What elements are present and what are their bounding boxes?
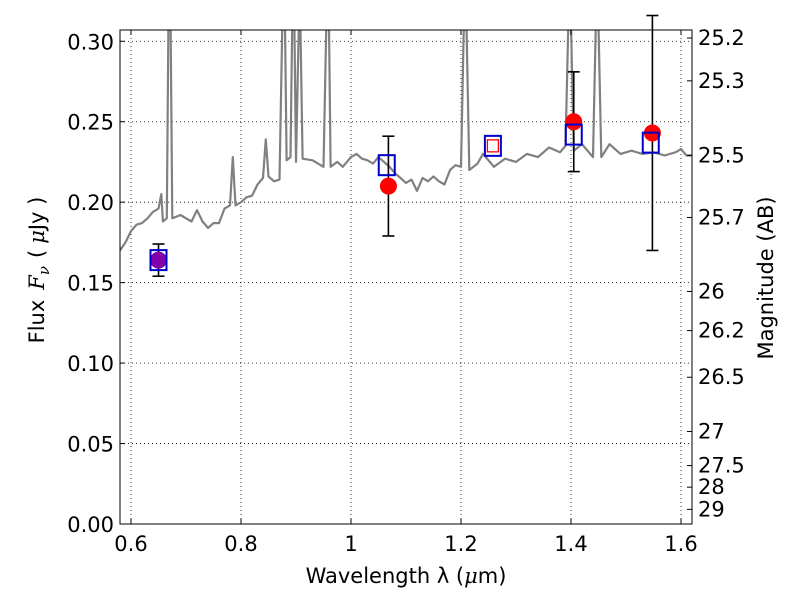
y-tick-label: 0.00 bbox=[67, 513, 114, 537]
magnitude-tick-label: 27.5 bbox=[698, 454, 745, 478]
model-photometry-point bbox=[149, 249, 168, 272]
x-axis-ticks: 0.6 0.8 1 1.2 1.4 1.6 bbox=[114, 30, 698, 556]
model-photometry-point bbox=[641, 131, 660, 154]
x-tick-label: 0.6 bbox=[114, 532, 147, 556]
model-spectrum bbox=[120, 30, 692, 252]
y-tick-label: 0.15 bbox=[67, 272, 114, 296]
grid-lines bbox=[120, 30, 692, 525]
magnitude-tick-label: 29 bbox=[698, 497, 725, 521]
observed-point bbox=[565, 113, 583, 131]
plot-frame bbox=[119, 29, 693, 525]
y-tick-label: 0.25 bbox=[67, 111, 114, 135]
magnitude-tick-label: 26.2 bbox=[698, 319, 745, 343]
y-tick-label: 0.05 bbox=[67, 433, 114, 457]
x-tick-label: 1.4 bbox=[554, 532, 587, 556]
x-tick-label: 1.6 bbox=[664, 532, 697, 556]
x-tick-label: 1.2 bbox=[444, 532, 477, 556]
magnitude-tick-label: 25.7 bbox=[698, 205, 745, 229]
magnitude-tick-label: 26 bbox=[698, 279, 725, 303]
x-tick-label: 0.8 bbox=[224, 532, 257, 556]
y-tick-label: 0.20 bbox=[67, 191, 114, 215]
x-tick-label: 1 bbox=[344, 532, 357, 556]
magnitude-tick-label: 25.5 bbox=[698, 143, 745, 167]
inner-square-point bbox=[486, 139, 500, 153]
spectrum-line bbox=[120, 30, 692, 252]
y-axis-ticks: 0.00 0.05 0.10 0.15 0.20 0.25 0.30 bbox=[67, 30, 125, 537]
magnitude-tick-label: 25.2 bbox=[698, 26, 745, 50]
magnitude-tick-label: 28 bbox=[698, 475, 725, 499]
photometry-markers bbox=[149, 14, 661, 277]
magnitude-tick-label: 26.5 bbox=[698, 365, 745, 389]
y-tick-label: 0.30 bbox=[67, 30, 114, 54]
observed-point bbox=[150, 251, 167, 269]
y-tick-label: 0.10 bbox=[67, 352, 114, 376]
observed-point bbox=[379, 177, 397, 195]
model-photometry-point bbox=[564, 123, 583, 146]
model-photometry-point bbox=[377, 154, 396, 177]
model-photometry-point bbox=[483, 134, 502, 157]
magnitude-axis-label: Magnitude (AB) bbox=[754, 196, 778, 359]
magnitude-tick-label: 27 bbox=[698, 419, 725, 443]
magnitude-tick-label: 25.3 bbox=[698, 69, 745, 93]
x-axis-label: Wavelength λ (μm) bbox=[306, 564, 507, 588]
y-axis-label: FluxFν(μJy ) bbox=[25, 197, 53, 344]
